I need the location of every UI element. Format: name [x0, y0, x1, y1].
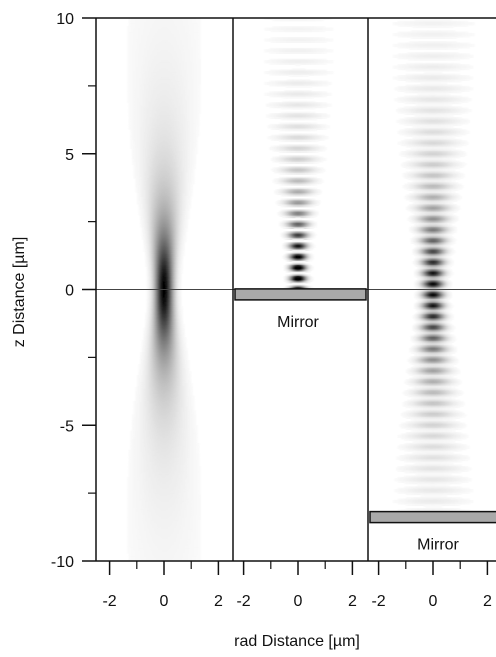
mirror-label-2: Mirror	[277, 314, 319, 331]
x-tick-label: 2	[348, 593, 357, 610]
y-axis-label: z Distance [µm]	[11, 237, 28, 348]
x-tick-label: -2	[236, 593, 250, 610]
y-tick-label: -10	[51, 554, 74, 571]
axes: -2 0 2 -2 0 2 -2 0 2 10 5 0 -5 -10	[51, 11, 496, 610]
mirrors: Mirror Mirror	[234, 288, 496, 554]
y-tick-label: 10	[56, 11, 74, 28]
x-axis-label: rad Distance [µm]	[234, 633, 360, 650]
x-tick-label: -2	[371, 593, 385, 610]
x-tick-label: 0	[294, 593, 303, 610]
x-tick-label: -2	[102, 593, 116, 610]
x-tick-label: 0	[160, 593, 169, 610]
mirror-3	[369, 510, 496, 524]
y-tick-label: -5	[60, 418, 74, 435]
y-tick-label: 5	[65, 147, 74, 164]
mirror-label-3: Mirror	[417, 537, 459, 554]
heatmap-panels	[96, 18, 496, 561]
x-tick-label: 2	[214, 593, 223, 610]
x-tick-label: 0	[429, 593, 438, 610]
x-tick-label: 2	[483, 593, 492, 610]
mirror-2	[234, 288, 367, 301]
y-tick-label: 0	[65, 283, 74, 300]
